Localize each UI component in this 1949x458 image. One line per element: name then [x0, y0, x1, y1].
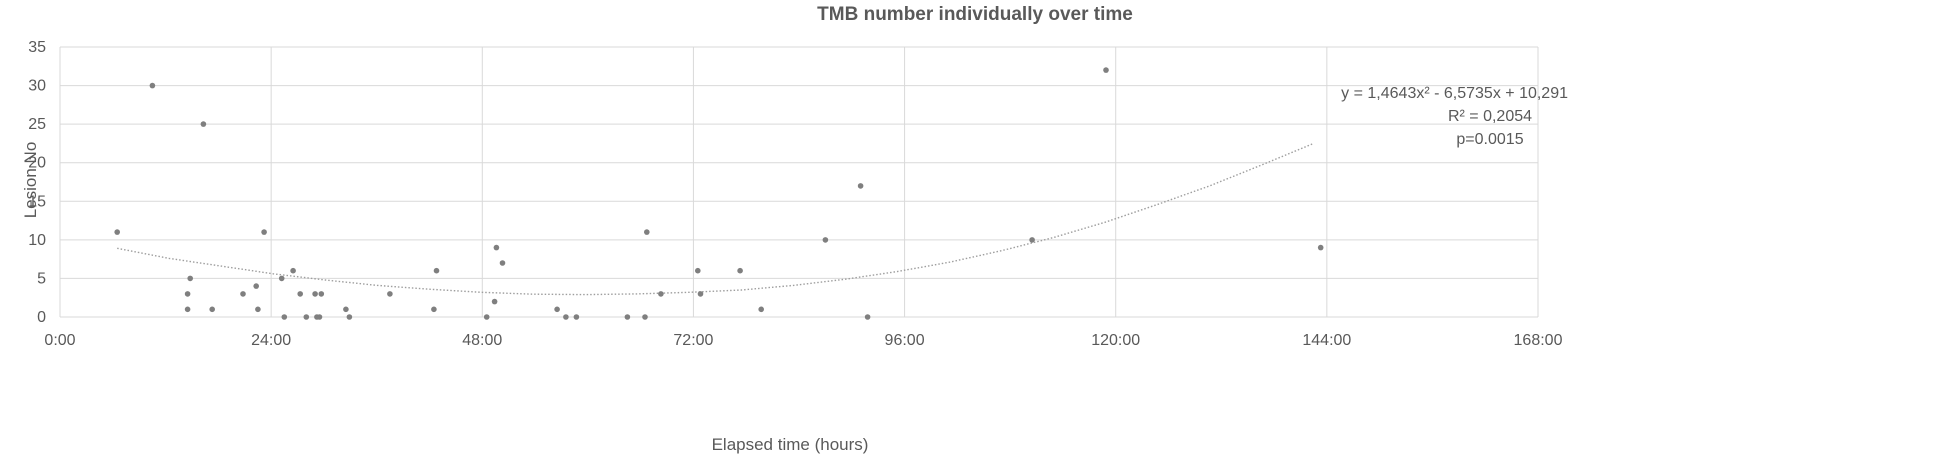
y-tick-label-35: 35: [28, 39, 46, 56]
data-point-43: [1029, 237, 1035, 243]
y-tick-label-5: 5: [37, 270, 46, 287]
x-tick-label-4: 96:00: [885, 332, 925, 349]
data-point-23: [431, 306, 437, 313]
data-point-9: [255, 306, 261, 313]
data-point-19: [318, 291, 325, 297]
data-point-45: [1317, 244, 1324, 251]
data-point-29: [554, 306, 560, 313]
data-points: [114, 67, 1324, 320]
data-point-26: [491, 298, 498, 305]
x-tick-label-1: 24:00: [251, 332, 291, 349]
y-tick-label-0: 0: [37, 309, 46, 326]
data-point-38: [737, 267, 743, 274]
data-point-42: [864, 314, 871, 320]
data-point-16: [312, 291, 318, 297]
y-tick-label-10: 10: [28, 232, 46, 249]
data-point-6: [209, 306, 215, 313]
data-point-31: [573, 314, 580, 320]
y-axis-title: Lesion No: [21, 142, 40, 219]
data-point-5: [200, 121, 207, 127]
trendline-equation: y = 1,4643x² - 6,5735x + 10,291: [1341, 85, 1568, 102]
y-tick-label-20: 20: [28, 155, 46, 172]
y-tick-label-15: 15: [28, 193, 46, 210]
data-point-15: [303, 314, 310, 320]
data-point-35: [658, 291, 664, 297]
trendline: [117, 142, 1314, 296]
data-point-0: [114, 229, 120, 235]
x-tick-label-3: 72:00: [673, 332, 713, 349]
data-point-40: [822, 237, 829, 243]
data-point-12: [281, 314, 288, 320]
x-tick-label-5: 120:00: [1091, 332, 1140, 349]
x-tick-label-6: 144:00: [1302, 332, 1351, 349]
x-tick-label-2: 48:00: [462, 332, 502, 349]
data-point-18: [316, 314, 323, 320]
chart-title: TMB number individually over time: [817, 4, 1133, 25]
data-point-32: [624, 314, 631, 320]
r-squared-label: R² = 0,2054: [1448, 108, 1532, 125]
data-point-13: [290, 267, 296, 274]
data-point-25: [483, 314, 490, 320]
data-point-39: [758, 306, 764, 313]
data-point-30: [563, 314, 569, 320]
data-point-3: [184, 306, 191, 313]
data-point-28: [499, 260, 506, 266]
tick-labels: 0 5 10 15 20 25 30 35 0:00 24:00 48:00 72:00 96:00 12…: [28, 39, 1562, 349]
data-point-2: [184, 291, 191, 297]
data-point-20: [343, 306, 349, 313]
data-point-34: [644, 229, 650, 235]
data-point-27: [493, 244, 500, 251]
data-point-14: [297, 291, 304, 297]
data-point-4: [187, 275, 193, 282]
data-point-10: [261, 229, 267, 235]
data-point-33: [642, 314, 648, 320]
data-point-44: [1103, 67, 1109, 73]
data-point-1: [149, 82, 156, 89]
x-axis-title: Elapsed time (hours): [712, 435, 869, 454]
x-tick-label-7: 168:00: [1514, 332, 1563, 349]
gridlines: [59, 46, 1539, 318]
data-point-36: [695, 267, 701, 274]
data-point-8: [253, 283, 259, 289]
data-point-22: [387, 291, 393, 297]
data-point-37: [697, 291, 704, 297]
x-tick-label-0: 0:00: [44, 332, 75, 349]
data-point-41: [857, 183, 864, 189]
data-point-7: [240, 291, 246, 297]
data-point-21: [346, 314, 353, 320]
data-point-11: [278, 275, 285, 282]
y-tick-label-25: 25: [28, 116, 46, 133]
p-value-label: p=0.0015: [1456, 131, 1523, 148]
data-point-24: [433, 267, 440, 274]
y-tick-label-30: 30: [28, 78, 46, 95]
trendline-layer: [117, 142, 1314, 296]
